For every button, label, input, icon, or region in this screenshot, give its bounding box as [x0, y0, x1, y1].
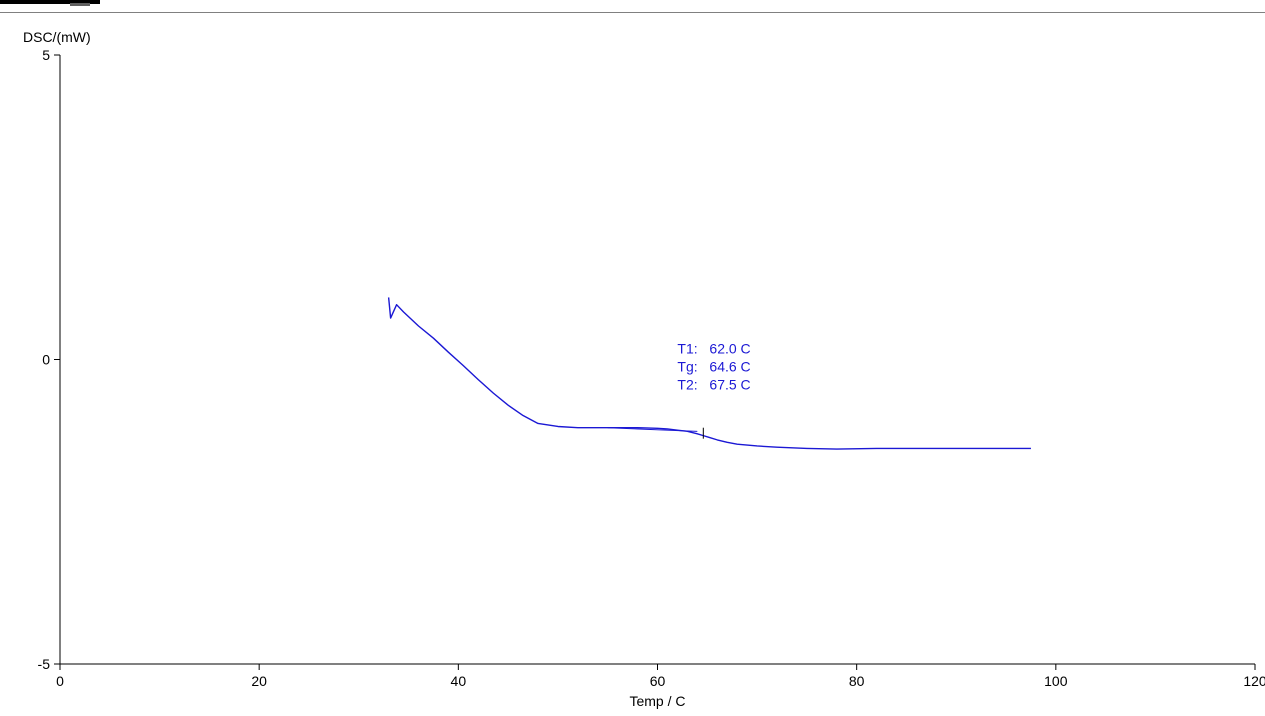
- annotation-value: 64.6 C: [709, 358, 750, 374]
- y-axis-label: DSC/(mW): [23, 29, 91, 45]
- x-tick-label: 80: [849, 673, 865, 689]
- annotation-value: 62.0 C: [709, 340, 750, 356]
- dsc-chart: -5 0 5 0 20 40 60 80 100 120 DSC/(mW) Temp / C T1: 62…: [0, 12, 1265, 716]
- x-tick-label: 0: [56, 673, 64, 689]
- y-tick-label: 5: [42, 47, 50, 63]
- y-tick-label: 0: [42, 352, 50, 368]
- x-tick-label: 100: [1044, 673, 1068, 689]
- annotation-label: T2:: [677, 376, 697, 392]
- window-edge-fragment-2: [70, 3, 90, 6]
- x-tick-label: 120: [1243, 673, 1265, 689]
- annotation-label: T1:: [677, 340, 697, 356]
- chart-svg: -5 0 5 0 20 40 60 80 100 120 DSC/(mW) Temp / C T1: 62…: [0, 12, 1265, 716]
- annotation-label: Tg:: [677, 358, 697, 374]
- y-tick-label: -5: [38, 656, 51, 672]
- x-tick-label: 20: [251, 673, 267, 689]
- x-tick-label: 60: [650, 673, 666, 689]
- annotation-value: 67.5 C: [709, 376, 750, 392]
- x-axis-label: Temp / C: [629, 693, 685, 709]
- x-tick-label: 40: [451, 673, 467, 689]
